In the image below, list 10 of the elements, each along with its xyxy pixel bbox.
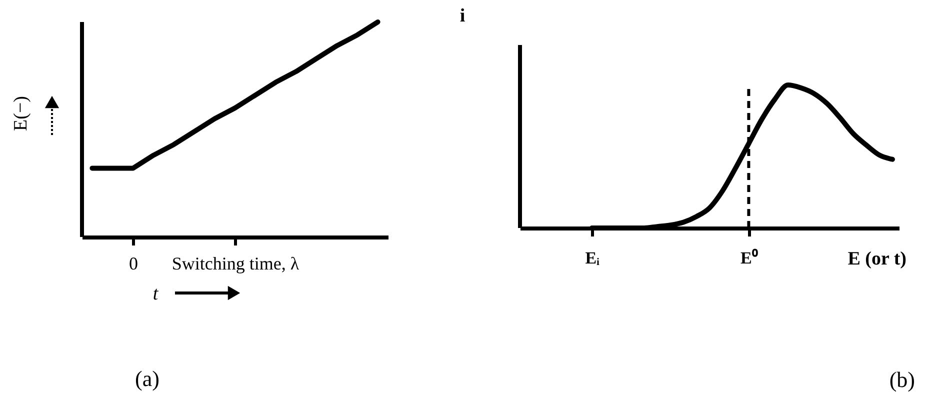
x-tick-label: 0: [129, 254, 138, 274]
y-axis-title: i: [460, 6, 466, 26]
text: (a): [135, 366, 160, 391]
x-tick-label: Switching time, λ: [172, 254, 300, 274]
text: (b): [889, 367, 915, 392]
x-axis-title: t: [152, 284, 159, 304]
x-axis-title: E (or t): [848, 248, 906, 270]
x-tick-label: Eᵢ: [585, 248, 600, 268]
y-axis-title: E(−): [10, 96, 32, 131]
x-tick-label: E⁰: [740, 248, 758, 268]
